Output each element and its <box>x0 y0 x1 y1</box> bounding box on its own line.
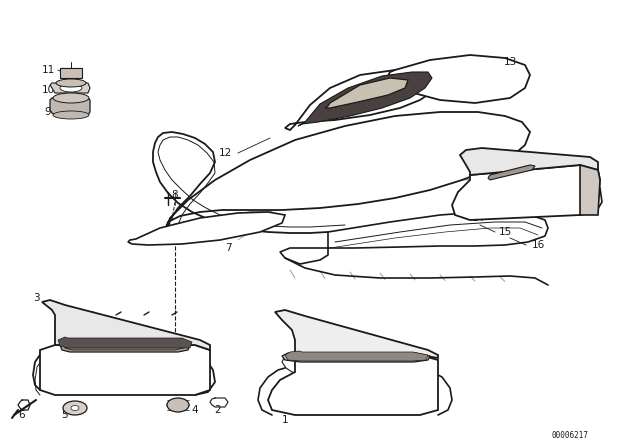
Text: 8: 8 <box>172 190 179 200</box>
Polygon shape <box>58 337 192 348</box>
Text: 10: 10 <box>42 85 54 95</box>
Polygon shape <box>128 212 285 245</box>
Text: 11: 11 <box>42 65 54 75</box>
Ellipse shape <box>63 401 87 415</box>
Polygon shape <box>282 352 430 362</box>
Text: 6: 6 <box>19 410 26 420</box>
Text: 4: 4 <box>192 405 198 415</box>
Polygon shape <box>452 165 600 220</box>
Polygon shape <box>460 148 598 175</box>
Ellipse shape <box>53 111 89 119</box>
Polygon shape <box>388 55 530 103</box>
Polygon shape <box>50 98 90 115</box>
Polygon shape <box>165 112 530 230</box>
Polygon shape <box>580 165 600 215</box>
Polygon shape <box>325 78 408 108</box>
Polygon shape <box>40 345 210 395</box>
Text: 2: 2 <box>214 405 221 415</box>
Ellipse shape <box>167 398 189 412</box>
Polygon shape <box>285 68 440 130</box>
Text: 14: 14 <box>472 213 484 223</box>
Polygon shape <box>268 355 438 415</box>
Text: 7: 7 <box>225 243 231 253</box>
Ellipse shape <box>53 93 89 103</box>
Ellipse shape <box>71 405 79 410</box>
Text: 9: 9 <box>45 107 51 117</box>
Polygon shape <box>63 340 186 350</box>
Ellipse shape <box>60 84 82 92</box>
Polygon shape <box>285 351 428 361</box>
Polygon shape <box>280 212 548 264</box>
Ellipse shape <box>56 79 86 87</box>
Text: 00006217: 00006217 <box>552 431 589 439</box>
Text: 3: 3 <box>33 293 39 303</box>
Polygon shape <box>488 165 535 180</box>
Polygon shape <box>275 310 438 358</box>
Polygon shape <box>298 72 432 126</box>
Text: 12: 12 <box>218 148 232 158</box>
Text: 5: 5 <box>61 410 68 420</box>
Text: 13: 13 <box>504 57 516 67</box>
Polygon shape <box>42 300 210 350</box>
Polygon shape <box>60 340 190 352</box>
Text: 15: 15 <box>499 227 511 237</box>
Text: 1: 1 <box>282 415 288 425</box>
Text: 16: 16 <box>531 240 545 250</box>
Polygon shape <box>50 83 90 93</box>
Polygon shape <box>60 68 82 78</box>
